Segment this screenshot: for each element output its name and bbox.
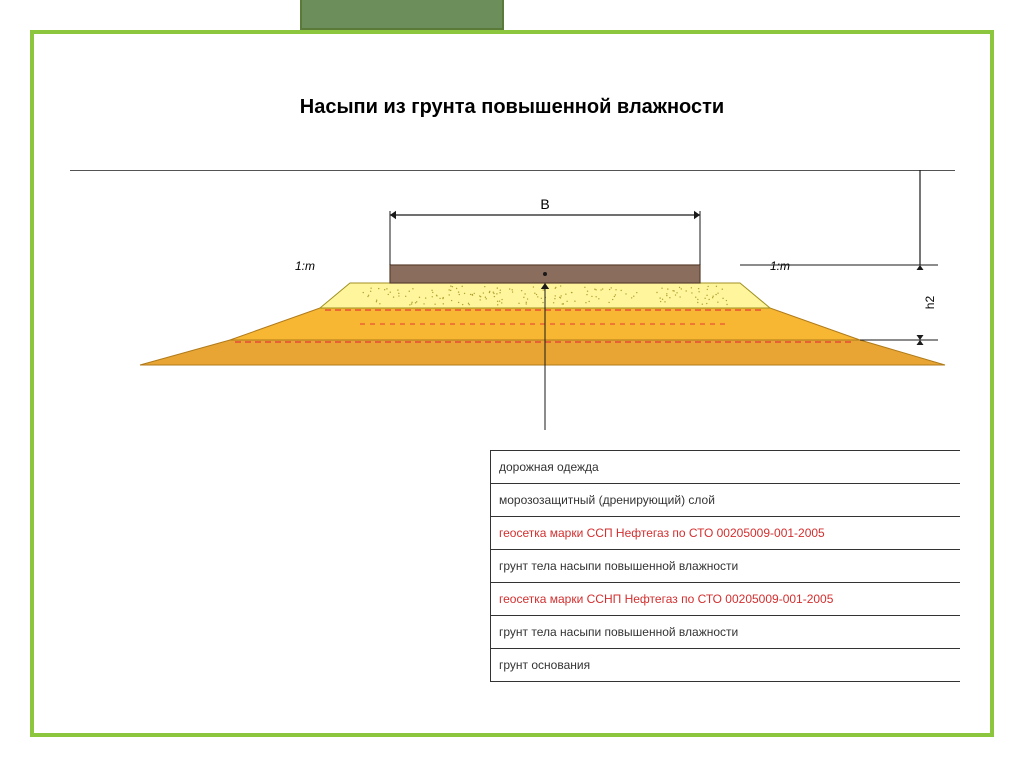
legend-row: геосетка марки ССП Нефтегаз по СТО 00205… (491, 517, 961, 550)
svg-text:h2: h2 (923, 296, 937, 310)
legend-cell: дорожная одежда (491, 451, 961, 484)
svg-text:1:m: 1:m (295, 259, 315, 273)
legend-row: геосетка марки ССНП Нефтегаз по СТО 0020… (491, 583, 961, 616)
diagram-container: B 1:m 1:m h2 h1 дорожная одеждаморозозащитны… (60, 170, 964, 700)
legend-cell: грунт тела насыпи повышенной влажности (491, 616, 961, 649)
legend-row: дорожная одежда (491, 451, 961, 484)
slide: Насыпи из грунта повышенной влажности B 1… (0, 0, 1024, 767)
legend-row: грунт тела насыпи повышенной влажности (491, 616, 961, 649)
legend-row: грунт тела насыпи повышенной влажности (491, 550, 961, 583)
legend-cell: геосетка марки ССП Нефтегаз по СТО 00205… (491, 517, 961, 550)
svg-text:1:m: 1:m (770, 259, 790, 273)
svg-text:h1: h1 (927, 170, 941, 173)
corner-tab (300, 0, 504, 30)
legend-row: морозозащитный (дренирующий) слой (491, 484, 961, 517)
page-title: Насыпи из грунта повышенной влажности (0, 96, 1024, 119)
cross-section-svg: B 1:m 1:m h2 h1 (60, 170, 964, 430)
legend-cell: грунт тела насыпи повышенной влажности (491, 550, 961, 583)
legend-row: грунт основания (491, 649, 961, 682)
legend-cell: геосетка марки ССНП Нефтегаз по СТО 0020… (491, 583, 961, 616)
legend-cell: грунт основания (491, 649, 961, 682)
svg-text:B: B (540, 196, 549, 212)
legend-table: дорожная одеждаморозозащитный (дренирующ… (490, 450, 960, 682)
legend-cell: морозозащитный (дренирующий) слой (491, 484, 961, 517)
